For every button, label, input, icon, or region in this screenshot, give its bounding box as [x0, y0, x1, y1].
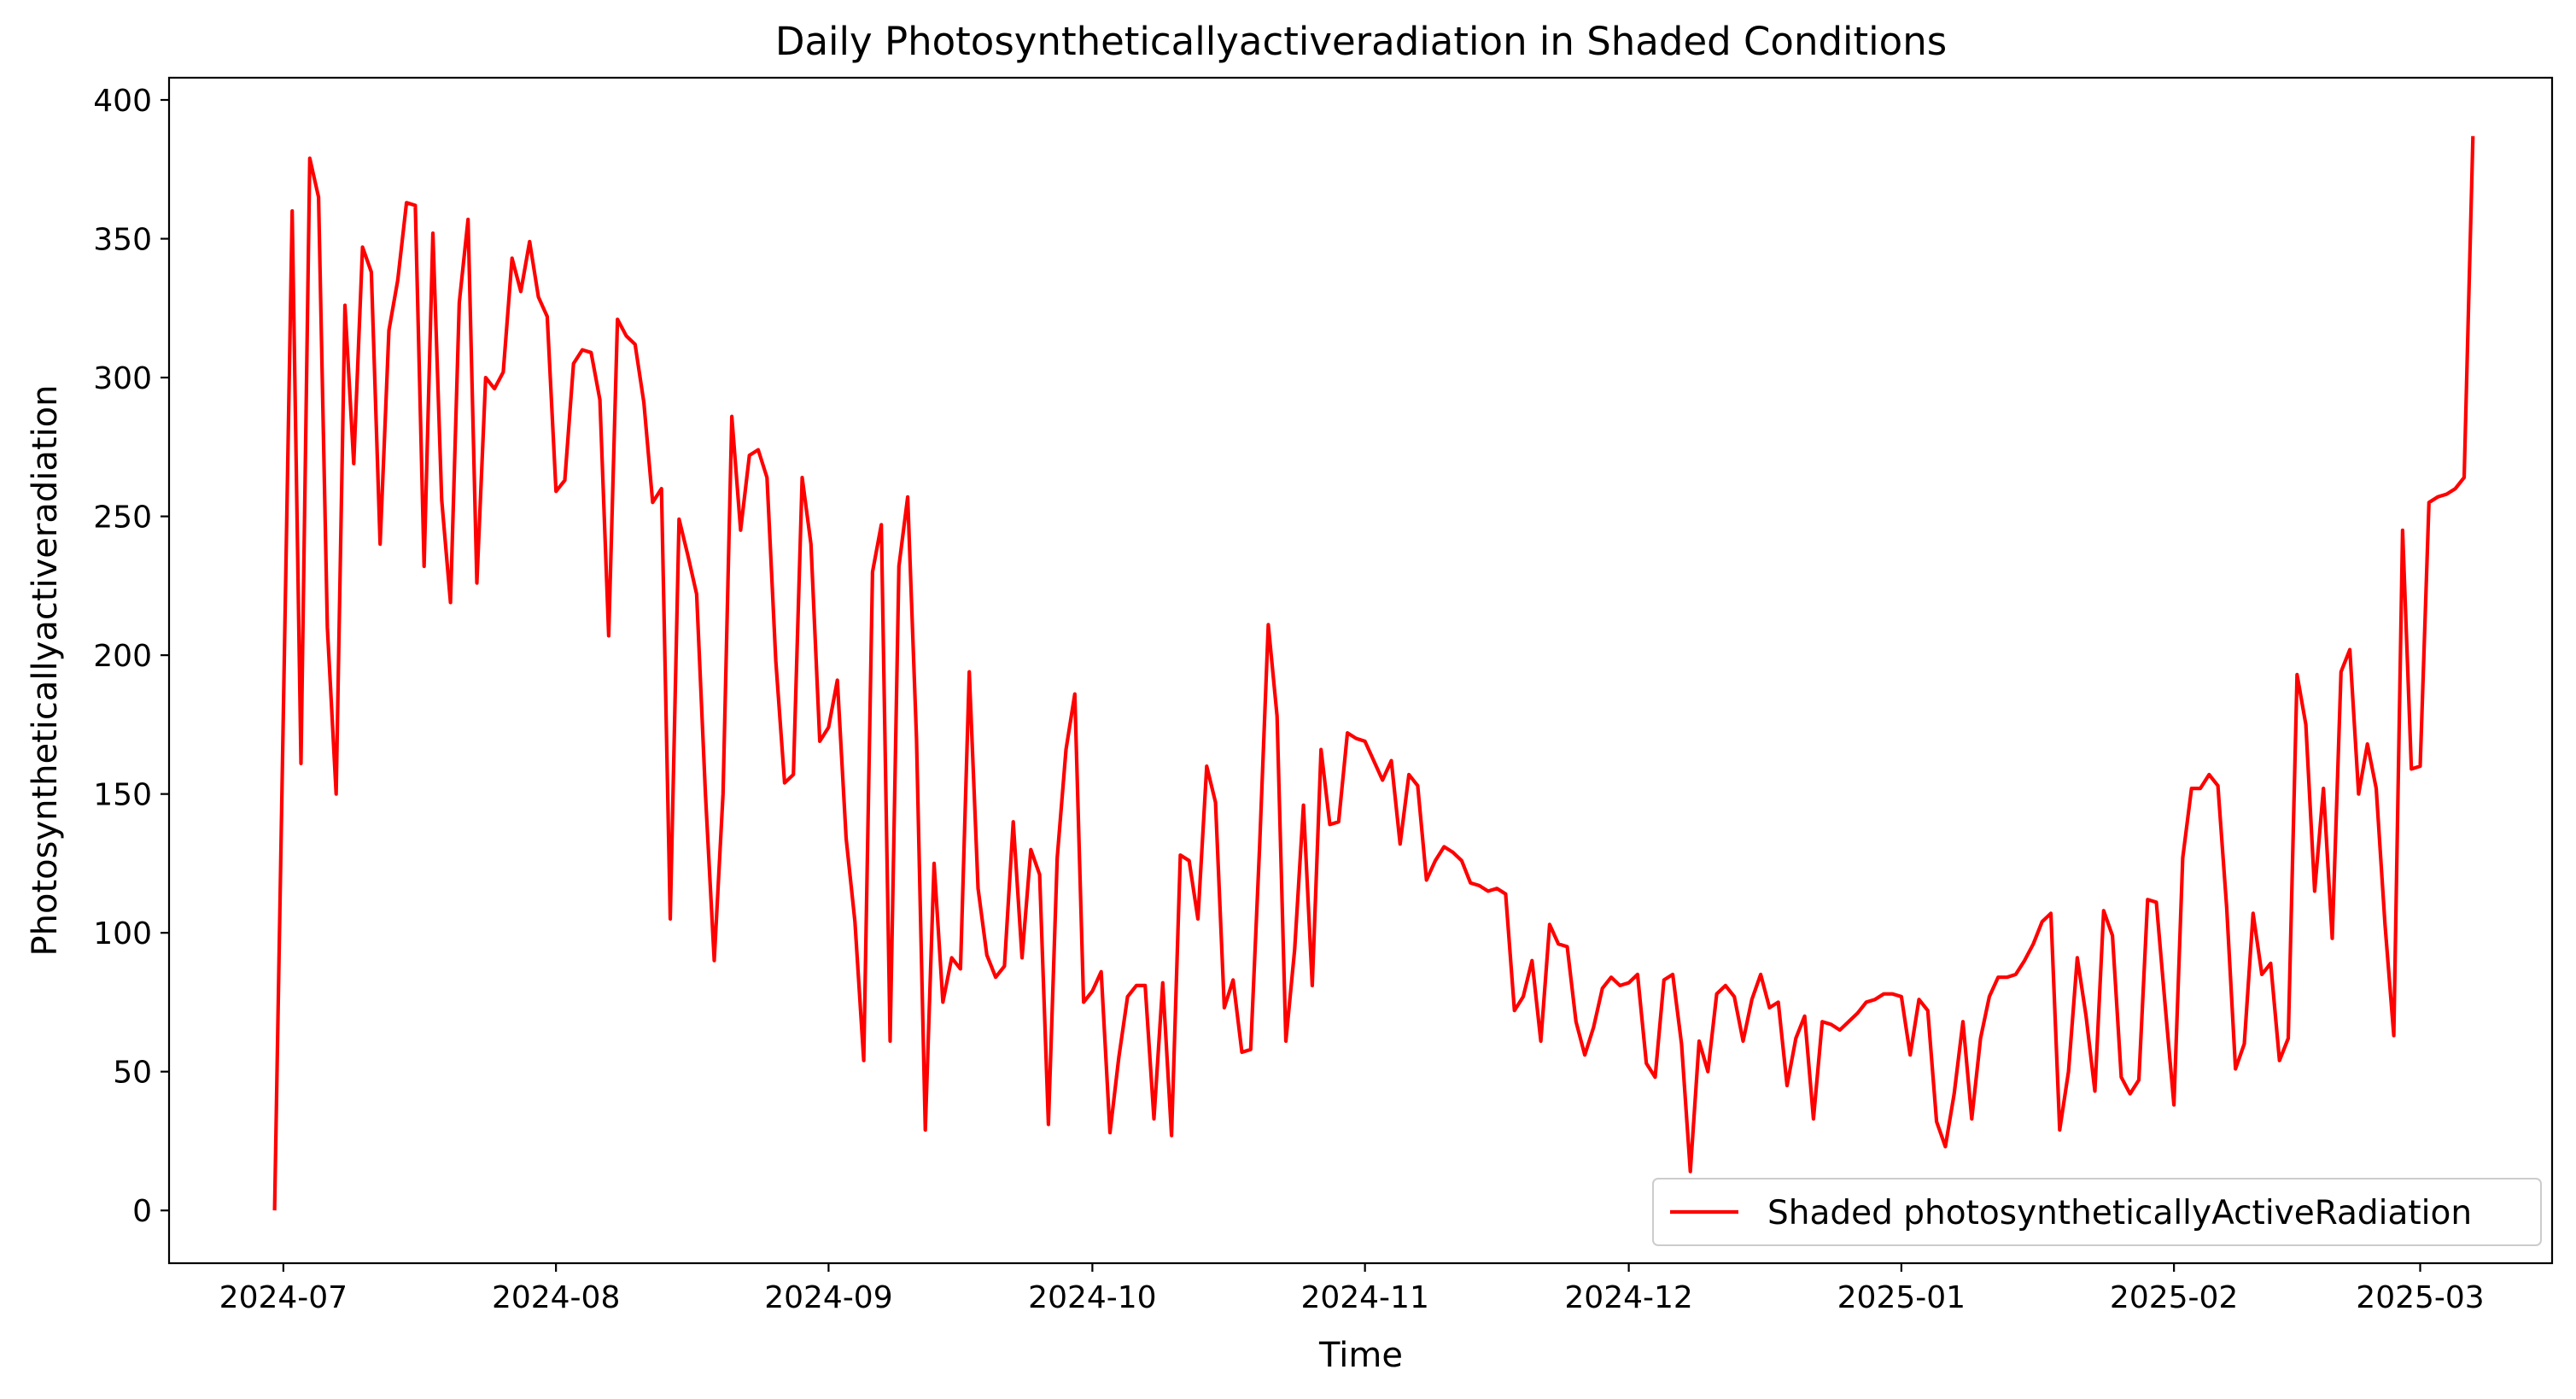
y-tick-label: 150: [93, 778, 152, 813]
y-tick-label: 250: [93, 500, 152, 536]
y-tick-label: 400: [93, 84, 152, 119]
chart-title: Daily Photosyntheticallyactiveradiation …: [775, 19, 1947, 64]
legend-label: Shaded photosyntheticallyActiveRadiation: [1767, 1194, 2472, 1232]
y-tick-label: 50: [113, 1056, 152, 1091]
x-tick-label: 2024-09: [764, 1280, 892, 1315]
y-tick-label: 0: [132, 1194, 152, 1229]
x-axis-ticks: 2024-07 2024-08 2024-09 2024-10 2024-11 2024-…: [219, 1263, 2485, 1315]
x-tick-label: 2024-11: [1300, 1280, 1428, 1315]
x-tick-label: 2024-12: [1564, 1280, 1692, 1315]
x-tick-label: 2025-03: [2356, 1280, 2484, 1315]
y-tick-label: 100: [93, 916, 152, 951]
series-line: [272, 136, 2475, 1211]
x-tick-label: 2024-07: [219, 1280, 348, 1315]
y-axis-ticks: 0 50 100 150 200 250 300 350 400: [93, 84, 169, 1229]
x-axis-label: Time: [1318, 1336, 1403, 1375]
y-tick-label: 350: [93, 223, 152, 258]
y-tick-label: 300: [93, 361, 152, 396]
legend-box: [1652, 1178, 2542, 1246]
legend: Shaded photosyntheticallyActiveRadiation: [1652, 1178, 2542, 1246]
x-tick-label: 2024-08: [492, 1280, 620, 1315]
plot-area: [272, 136, 2475, 1211]
y-axis-label: Photosyntheticallyactiveradiation: [26, 385, 65, 957]
y-tick-label: 200: [93, 639, 152, 674]
x-tick-label: 2024-10: [1028, 1280, 1156, 1315]
x-tick-label: 2025-02: [2110, 1280, 2238, 1315]
plot-frame: [167, 76, 2554, 1265]
x-tick-label: 2025-01: [1837, 1280, 1966, 1315]
